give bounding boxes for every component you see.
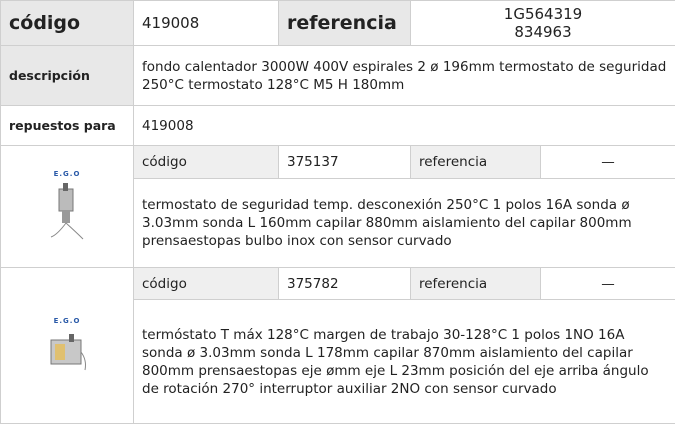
part-code-label: código [133, 267, 279, 300]
brand: E.G.O [53, 170, 81, 178]
code-label: código [0, 0, 134, 46]
reference: 834963 [514, 23, 572, 41]
header-row: código 419008 referencia 1G564319 834963 [0, 0, 675, 46]
description-row: descripción fondo calentador 3000W 400V … [0, 45, 675, 106]
part-code: 375137 [278, 145, 411, 179]
reference-label: referencia [278, 0, 411, 46]
code: 419008 [133, 0, 279, 46]
reference: 1G564319 [503, 5, 583, 23]
brand: E.G.O [53, 317, 81, 325]
spare-row: repuestos para 419008 [0, 105, 675, 146]
part-description-row: termostato de seguridad temp. desconexió… [1, 178, 675, 268]
part-reference: — [540, 267, 675, 300]
thermostat-icon [50, 334, 86, 371]
part-code-label: código [133, 145, 279, 179]
description-text: fondo calentador 3000W 400V espirales 2 … [133, 45, 675, 106]
part-code: 375782 [278, 267, 411, 300]
part-image: E.G.O [0, 267, 134, 424]
part-reference-label: referencia [410, 267, 541, 300]
spare-label: repuestos para [0, 105, 134, 146]
part-reference: — [540, 145, 675, 179]
thermostat-icon [50, 183, 84, 240]
part-description-row: termóstato T máx 128°C margen de trabajo… [1, 299, 675, 424]
part-code-row: E.G.O código 375782 referencia — [0, 267, 675, 424]
part-code-row: E.G.O código 375137 referencia — [0, 145, 675, 268]
description-label: descripción [0, 45, 134, 106]
part-reference-label: referencia [410, 145, 541, 179]
spare-value: 419008 [133, 105, 675, 146]
references: 1G564319 834963 [410, 0, 675, 46]
part-image: E.G.O [0, 145, 134, 268]
part-description: termostato de seguridad temp. desconexió… [133, 178, 675, 268]
part-description: termóstato T máx 128°C margen de trabajo… [133, 299, 675, 424]
